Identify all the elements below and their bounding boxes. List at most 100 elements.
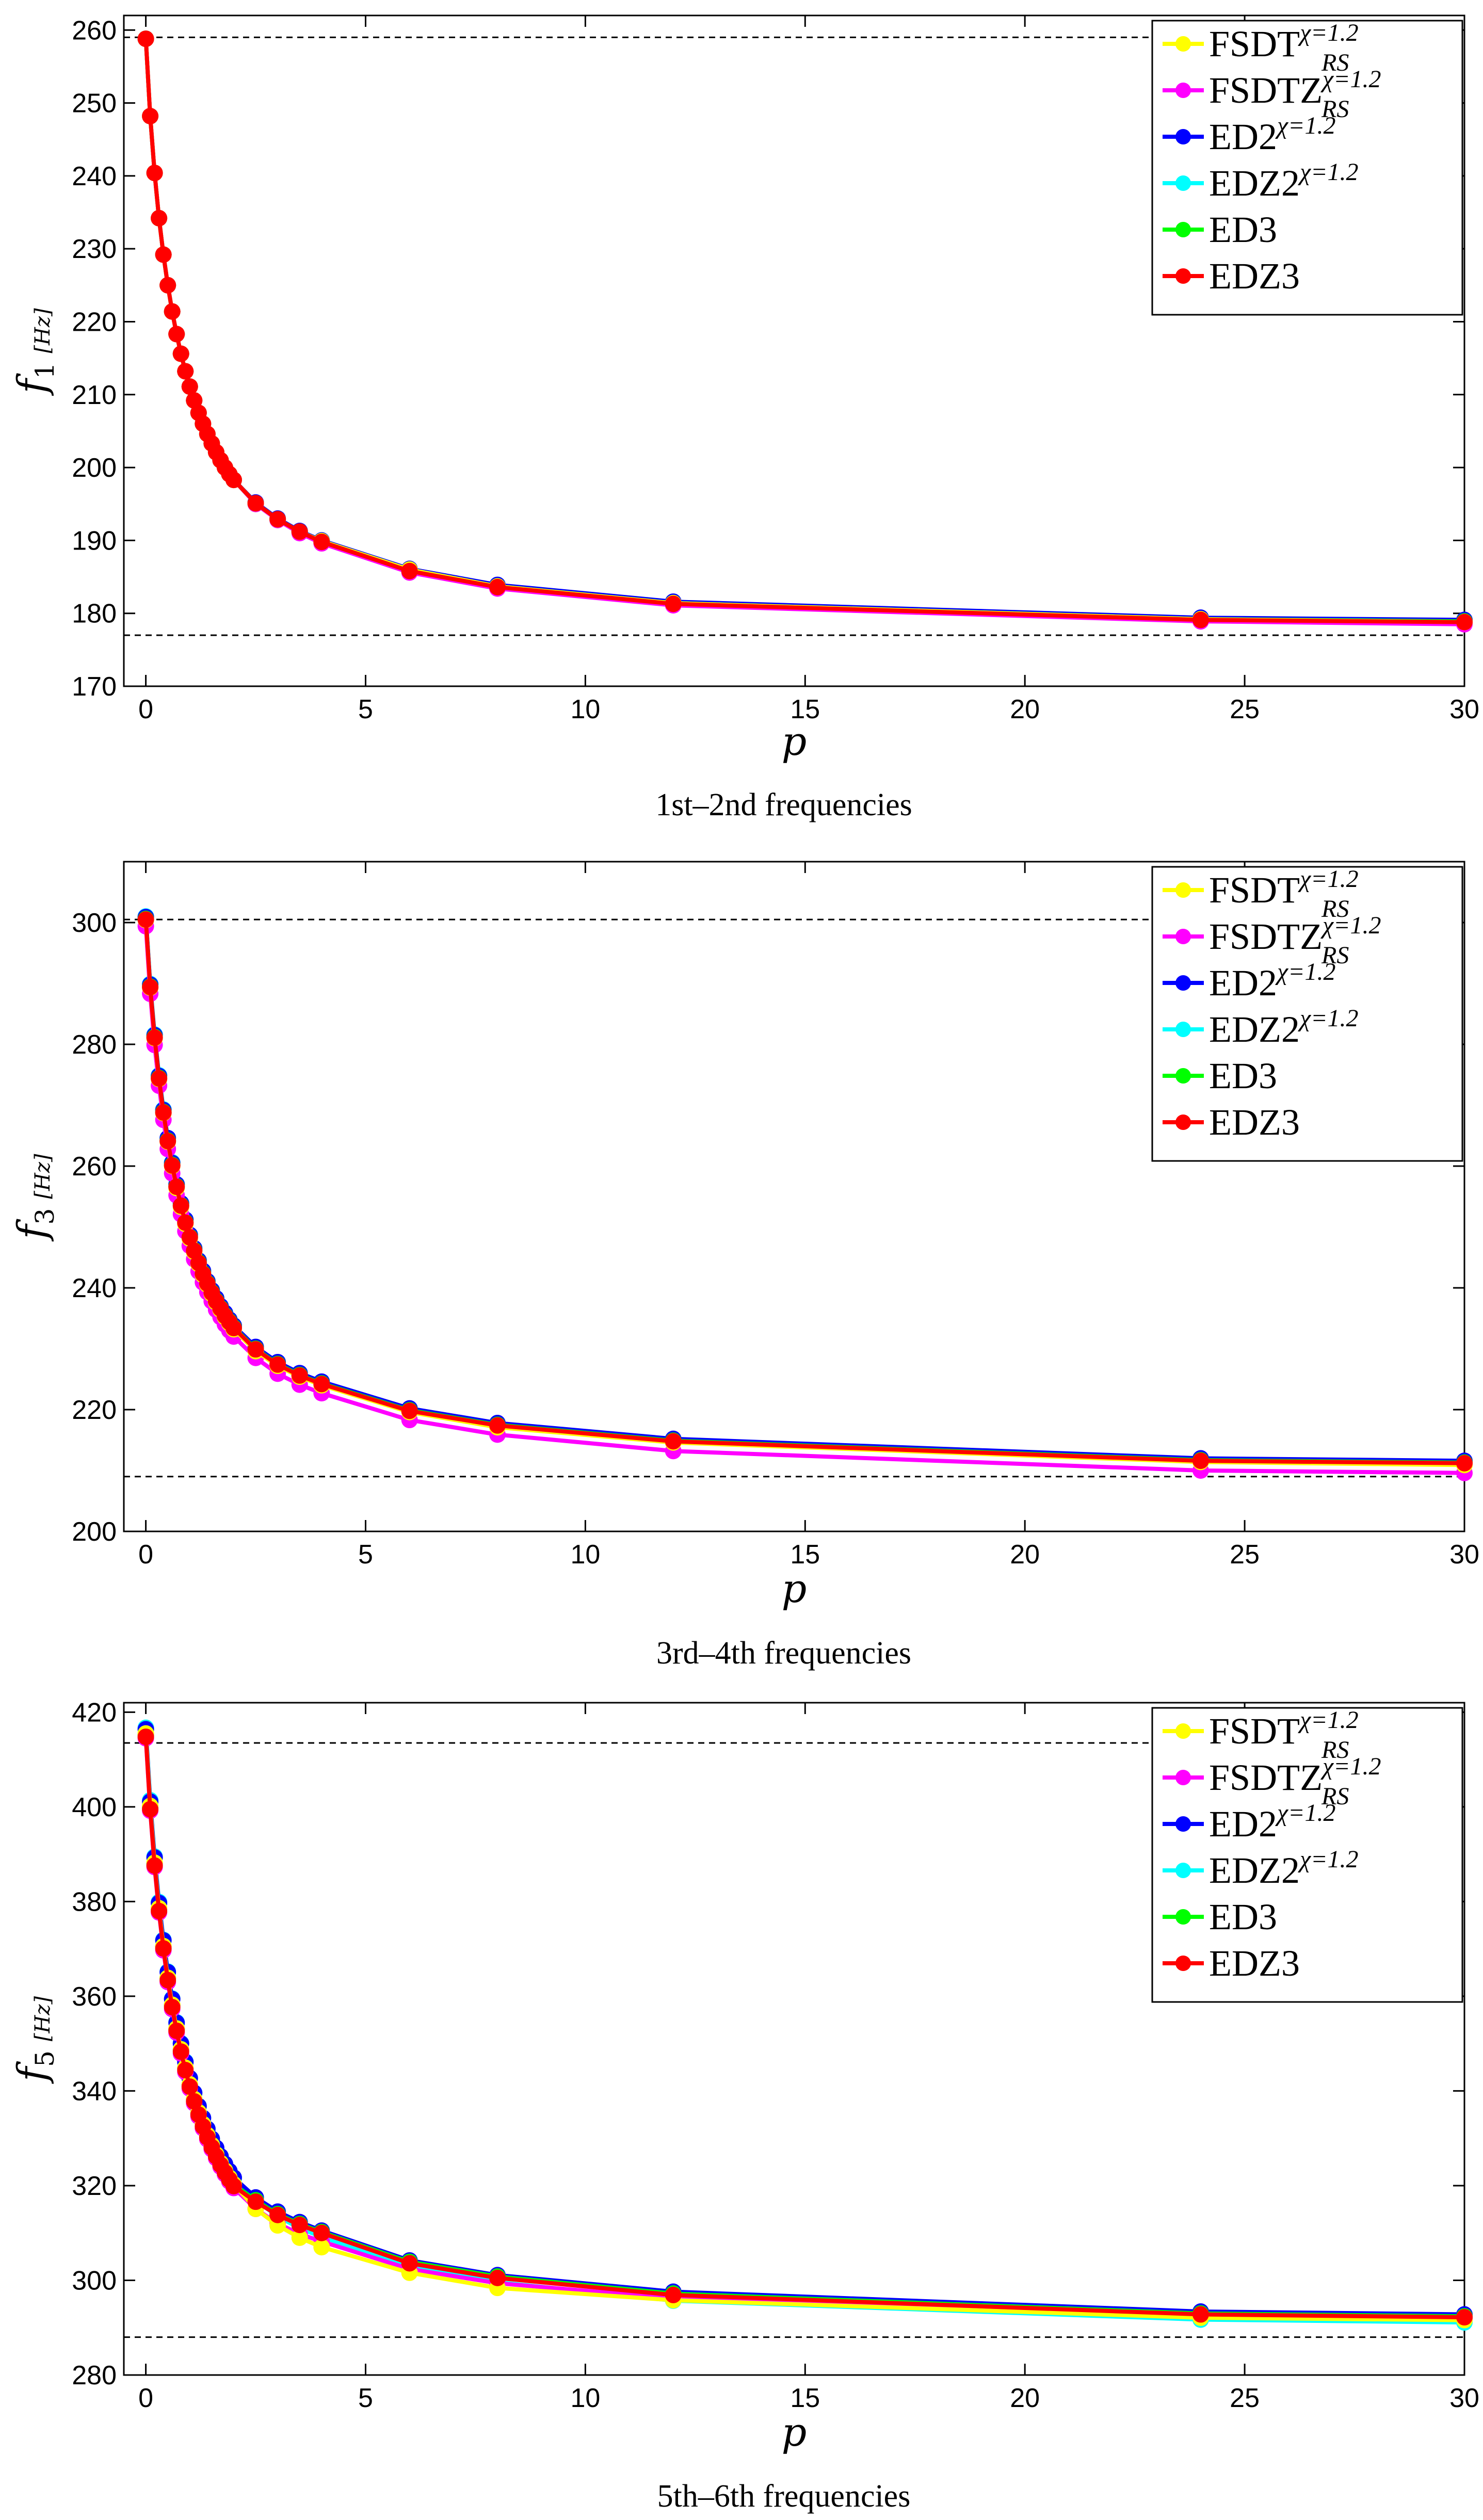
data-point xyxy=(401,2255,418,2272)
legend-label: EDZ3 xyxy=(1209,1102,1300,1143)
legend-label-main: EDZ3 xyxy=(1209,1102,1300,1143)
data-point xyxy=(151,1070,168,1087)
data-point xyxy=(247,2193,264,2210)
legend-item: FSDTχ=1.2 RS xyxy=(1163,19,1359,76)
data-point xyxy=(401,1402,418,1419)
legend-label-main: ED3 xyxy=(1209,1896,1277,1937)
x-tick-label: 25 xyxy=(1230,1540,1260,1570)
legend-swatch-marker xyxy=(1175,929,1191,944)
data-point xyxy=(164,1157,181,1174)
x-tick-label: 20 xyxy=(1010,2383,1040,2413)
data-point xyxy=(225,1319,242,1336)
data-point xyxy=(291,1367,308,1384)
series-EDZ3 xyxy=(137,911,1473,1472)
x-tick-label: 20 xyxy=(1010,694,1040,724)
legend-swatch-marker xyxy=(1175,1723,1191,1739)
x-tick-label: 25 xyxy=(1230,694,1260,724)
data-point xyxy=(177,363,194,380)
legend-label: ED2χ=1.2 xyxy=(1209,1799,1336,1845)
data-point xyxy=(168,1178,185,1196)
legend-label: ED2χ=1.2 xyxy=(1209,112,1336,157)
legend-swatch-marker xyxy=(1175,83,1191,98)
legend-box xyxy=(1151,1707,1463,2003)
legend-item: ED3 xyxy=(1163,1055,1277,1096)
legend-swatch-marker xyxy=(1175,1956,1191,1971)
x-axis-label: p xyxy=(782,718,807,764)
y-tick-label: 300 xyxy=(72,2266,117,2296)
legend-item: FSDTZχ=1.2 RS xyxy=(1163,1753,1381,1810)
data-point xyxy=(137,911,154,928)
legend-item: EDZ2χ=1.2 xyxy=(1163,158,1358,204)
data-point xyxy=(291,523,308,540)
data-point xyxy=(172,2043,189,2060)
legend-swatch-marker xyxy=(1175,36,1191,52)
legend-swatch-marker xyxy=(1175,129,1191,144)
y-tick-label: 240 xyxy=(72,1273,117,1303)
data-point xyxy=(146,1029,163,1046)
y-tick-label: 180 xyxy=(72,599,117,629)
legend-item: ED2χ=1.2 xyxy=(1163,1799,1336,1845)
data-point xyxy=(291,2217,308,2234)
legend-label: FSDTχ=1.2 RS xyxy=(1209,865,1359,923)
y-tick-label: 280 xyxy=(72,2361,117,2390)
data-point xyxy=(489,2269,506,2286)
y-tick-label: 280 xyxy=(72,1030,117,1060)
legend-swatch-marker xyxy=(1175,1114,1191,1130)
x-tick-label: 5 xyxy=(358,694,373,724)
y-tick-label: 300 xyxy=(72,908,117,938)
figure-caption: 3rd–4th frequencies xyxy=(656,1636,911,1671)
data-point xyxy=(665,595,682,612)
legend-label: EDZ3 xyxy=(1209,1943,1300,1984)
x-tick-label: 25 xyxy=(1230,2383,1260,2413)
y-axis-subscript: 1 xyxy=(30,363,60,379)
legend-label-main: FSDT xyxy=(1209,869,1300,911)
y-tick-label: 200 xyxy=(72,453,117,483)
data-point xyxy=(489,1417,506,1434)
data-point xyxy=(155,246,172,263)
y-tick-label: 320 xyxy=(72,2171,117,2201)
data-point xyxy=(151,1902,168,1919)
y-axis-unit: [Hz] xyxy=(31,1996,55,2042)
y-axis-label: f1[Hz] xyxy=(9,308,60,396)
legend-swatch-marker xyxy=(1175,1863,1191,1878)
data-point xyxy=(186,392,203,409)
y-tick-label: 380 xyxy=(72,1887,117,1917)
legend-label: FSDTZχ=1.2 RS xyxy=(1209,1753,1381,1810)
legend-label-main: FSDTZ xyxy=(1209,1757,1323,1798)
y-tick-label: 190 xyxy=(72,526,117,556)
data-point xyxy=(181,378,198,395)
x-tick-label: 10 xyxy=(570,1540,600,1570)
data-point xyxy=(291,2229,308,2246)
data-point xyxy=(313,534,330,551)
legend-label-sup: χ=1.2 xyxy=(1275,958,1336,986)
data-point xyxy=(1192,611,1209,628)
legend-label: ED2χ=1.2 xyxy=(1209,958,1336,1004)
legend-item: EDZ2χ=1.2 xyxy=(1163,1005,1358,1050)
data-point xyxy=(1192,2306,1209,2323)
legend-label: FSDTχ=1.2 RS xyxy=(1209,19,1359,76)
legend-label-main: EDZ3 xyxy=(1209,1943,1300,1984)
y-axis-label: f5[Hz] xyxy=(9,1996,60,2085)
x-tick-label: 0 xyxy=(138,2383,153,2413)
data-point xyxy=(401,562,418,579)
y-tick-label: 220 xyxy=(72,307,117,337)
legend-box xyxy=(1151,20,1463,316)
data-point xyxy=(225,2177,242,2194)
data-point xyxy=(142,1801,159,1818)
legend-label-main: ED2 xyxy=(1209,962,1277,1004)
legend-label-sup: χ=1.2 xyxy=(1275,1799,1336,1827)
legend-label-sub: RS xyxy=(1321,49,1349,76)
data-point xyxy=(1456,613,1473,631)
data-point xyxy=(155,1940,172,1957)
y-tick-label: 340 xyxy=(72,2076,117,2106)
legend-label: FSDTχ=1.2 RS xyxy=(1209,1706,1359,1764)
legend-swatch-marker xyxy=(1175,975,1191,991)
figure-caption: 1st–2nd frequencies xyxy=(655,787,912,822)
legend-label-main: EDZ2 xyxy=(1209,1009,1300,1050)
legend-label-sup: χ=1.2 xyxy=(1320,1753,1381,1780)
legend-item: FSDTZχ=1.2 RS xyxy=(1163,912,1381,969)
data-point xyxy=(181,1229,198,1246)
legend-swatch-marker xyxy=(1175,1770,1191,1785)
